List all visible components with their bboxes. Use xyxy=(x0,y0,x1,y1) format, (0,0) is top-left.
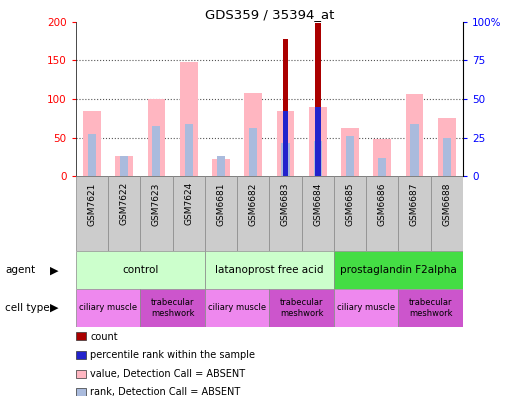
Bar xyxy=(205,251,334,289)
Bar xyxy=(438,118,456,176)
Text: percentile rank within the sample: percentile rank within the sample xyxy=(90,350,255,360)
Bar xyxy=(442,137,451,176)
Text: latanoprost free acid: latanoprost free acid xyxy=(215,265,324,275)
Bar xyxy=(430,176,463,251)
Text: GSM6681: GSM6681 xyxy=(217,182,225,226)
Bar xyxy=(309,107,326,176)
Bar xyxy=(76,289,140,327)
Text: ciliary muscle: ciliary muscle xyxy=(337,303,395,312)
Bar xyxy=(277,110,294,176)
Text: trabecular
meshwork: trabecular meshwork xyxy=(151,298,195,318)
Bar xyxy=(282,111,288,176)
Bar xyxy=(185,124,193,176)
Bar xyxy=(173,176,205,251)
Bar xyxy=(346,136,354,176)
Bar xyxy=(152,126,161,176)
Bar xyxy=(217,156,225,176)
Text: control: control xyxy=(122,265,158,275)
Bar xyxy=(378,158,386,176)
Text: GSM7623: GSM7623 xyxy=(152,182,161,226)
Bar xyxy=(76,333,86,340)
Text: GSM6684: GSM6684 xyxy=(313,182,322,226)
Bar xyxy=(281,143,290,176)
Text: GSM6682: GSM6682 xyxy=(249,182,258,226)
Bar xyxy=(282,39,288,176)
Bar xyxy=(76,251,205,289)
Bar xyxy=(314,141,322,176)
Bar xyxy=(88,134,96,176)
Text: GSM6683: GSM6683 xyxy=(281,182,290,226)
Bar xyxy=(212,159,230,176)
Bar xyxy=(334,289,399,327)
Text: rank, Detection Call = ABSENT: rank, Detection Call = ABSENT xyxy=(90,387,241,396)
Bar xyxy=(205,289,269,327)
Bar xyxy=(399,289,463,327)
Bar xyxy=(249,128,257,176)
Text: GSM6686: GSM6686 xyxy=(378,182,386,226)
Bar xyxy=(83,110,101,176)
Text: GSM6687: GSM6687 xyxy=(410,182,419,226)
Text: ▶: ▶ xyxy=(50,303,58,313)
Bar xyxy=(76,176,108,251)
Text: trabecular
meshwork: trabecular meshwork xyxy=(409,298,452,318)
Text: count: count xyxy=(90,331,118,342)
Bar xyxy=(341,128,359,176)
Bar xyxy=(140,176,173,251)
Bar xyxy=(399,176,430,251)
Title: GDS359 / 35394_at: GDS359 / 35394_at xyxy=(204,8,334,21)
Bar xyxy=(315,23,321,176)
Text: GSM7622: GSM7622 xyxy=(120,182,129,225)
Bar xyxy=(373,139,391,176)
Bar xyxy=(366,176,399,251)
Bar xyxy=(269,176,302,251)
Text: cell type: cell type xyxy=(5,303,50,313)
Bar xyxy=(116,156,133,176)
Text: trabecular
meshwork: trabecular meshwork xyxy=(280,298,323,318)
Bar xyxy=(205,176,237,251)
Text: ciliary muscle: ciliary muscle xyxy=(79,303,137,312)
Bar xyxy=(269,289,334,327)
Text: ▶: ▶ xyxy=(50,265,58,275)
Bar xyxy=(302,176,334,251)
Bar xyxy=(334,176,366,251)
Text: prostaglandin F2alpha: prostaglandin F2alpha xyxy=(340,265,457,275)
Bar xyxy=(180,62,198,176)
Bar xyxy=(244,93,262,176)
Bar xyxy=(76,370,86,378)
Bar xyxy=(140,289,205,327)
Bar xyxy=(411,124,418,176)
Text: GSM6688: GSM6688 xyxy=(442,182,451,226)
Text: value, Detection Call = ABSENT: value, Detection Call = ABSENT xyxy=(90,369,246,379)
Text: GSM7621: GSM7621 xyxy=(87,182,96,226)
Bar xyxy=(315,107,321,176)
Bar xyxy=(147,99,165,176)
Text: GSM6685: GSM6685 xyxy=(346,182,355,226)
Bar xyxy=(406,93,423,176)
Text: agent: agent xyxy=(5,265,36,275)
Text: GSM7624: GSM7624 xyxy=(184,182,193,225)
Bar xyxy=(76,351,86,359)
Bar xyxy=(108,176,140,251)
Bar xyxy=(334,251,463,289)
Bar xyxy=(120,156,128,176)
Bar xyxy=(237,176,269,251)
Bar xyxy=(76,388,86,396)
Text: ciliary muscle: ciliary muscle xyxy=(208,303,266,312)
